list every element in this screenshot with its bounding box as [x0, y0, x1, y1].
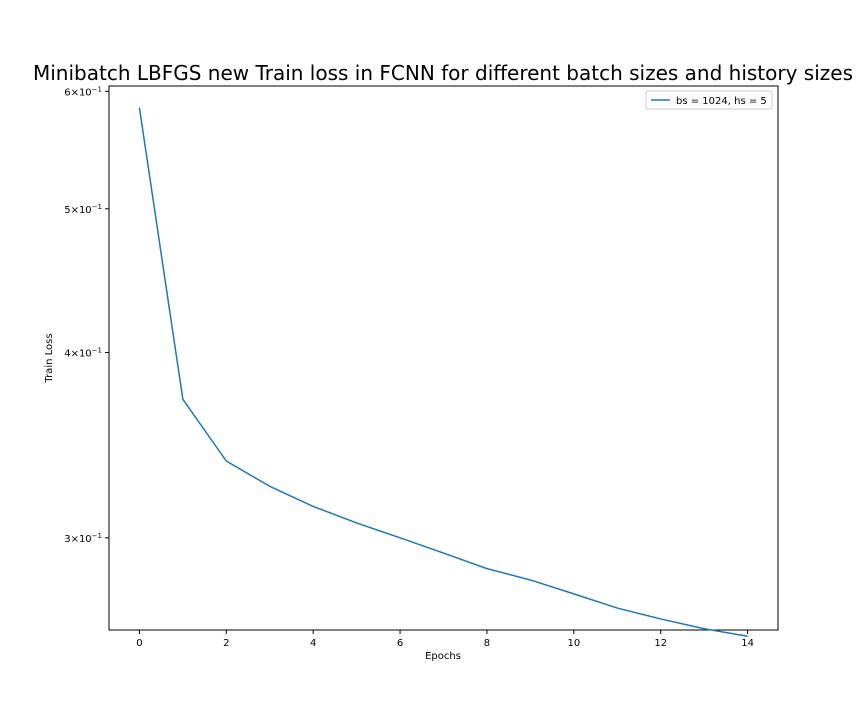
plot-frame	[108, 85, 779, 631]
y-tick-label: 5×10−1	[64, 203, 102, 216]
legend-box	[645, 90, 773, 110]
chart-title: Minibatch LBFGS new Train loss in FCNN f…	[33, 61, 853, 85]
legend: bs = 1024, hs = 5	[645, 90, 773, 110]
y-tick-label: 3×10−1	[64, 532, 102, 545]
y-tick-label: 6×10−1	[64, 85, 102, 98]
x-tick-label: 10	[567, 638, 580, 649]
x-tick-label: 14	[741, 638, 754, 649]
y-tick-label: 4×10−1	[64, 347, 102, 360]
y-axis-label: Train Loss	[44, 333, 55, 383]
x-tick-label: 2	[223, 638, 229, 649]
x-tick-label: 6	[397, 638, 403, 649]
x-tick-label: 8	[484, 638, 490, 649]
x-tick-label: 0	[136, 638, 142, 649]
x-axis-label: Epochs	[425, 651, 461, 662]
x-tick-label: 12	[654, 638, 667, 649]
plot-area: 0 2 4 6 8 10 12 14 6×10−1 5×10−1 4×10−1 3×10−1 bs = …	[64, 85, 779, 649]
legend-label: bs = 1024, hs = 5	[676, 96, 767, 107]
x-tick-label: 4	[310, 638, 316, 649]
series-line	[138, 107, 748, 637]
